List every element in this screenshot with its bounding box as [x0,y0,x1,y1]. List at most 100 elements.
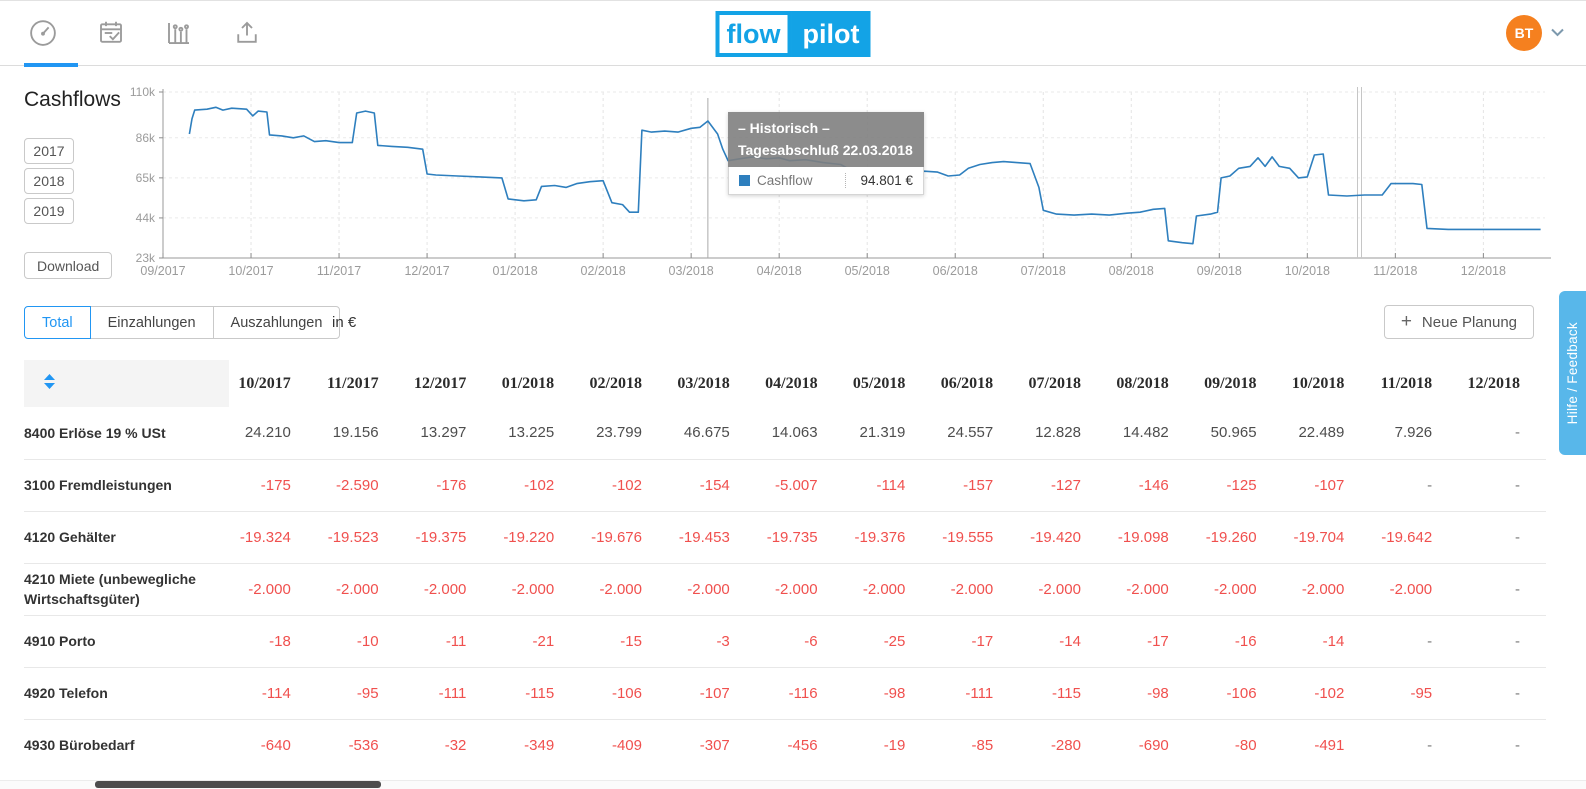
cell-value: -25 [883,632,906,650]
new-plan-button[interactable]: + Neue Planung [1383,305,1534,339]
cell-value: 14.063 [771,424,818,442]
cell-value: -19.260 [1205,528,1257,546]
cell-value: 19.156 [332,424,379,442]
cell-value: -18 [269,632,291,650]
table-tabs: Total Einzahlungen Auszahlungen [24,306,341,339]
unit-label: in € [332,314,357,331]
row-label: 4930 Bürobedarf [24,737,135,754]
cell-value: -14 [1059,632,1081,650]
row-label: 8400 Erlöse 19 % USt [24,424,166,441]
cell-value: -690 [1138,736,1169,754]
column-header: 09/2018 [1204,374,1257,392]
column-header: 06/2018 [940,374,994,392]
cell-value: - [1515,684,1520,702]
help-feedback-tab[interactable]: Hilfe / Feedback [1559,291,1586,455]
cell-value: -16 [1234,632,1257,650]
sort-control[interactable] [24,360,229,407]
cell-value: -307 [699,736,730,754]
cell-value: -3 [716,632,730,650]
svg-text:10/2018: 10/2018 [1285,264,1330,278]
cell-value: -102 [1314,684,1345,702]
horizontal-scrollbar [0,780,1586,789]
year-button-2019[interactable]: 2019 [24,198,74,224]
table-header-row: 10/2017 11/2017 12/2017 01/2018 02/2018 03/20… [24,360,1546,407]
chevron-down-icon[interactable] [1551,24,1564,42]
export-icon[interactable] [230,16,264,50]
cell-value: -2.000 [775,580,818,598]
cell-value: -125 [1226,476,1257,494]
column-header: 10/2018 [1291,374,1345,392]
tooltip-body: Cashflow 94.801 € [728,167,924,196]
active-nav-underline [24,63,78,67]
sort-icon [44,373,55,389]
tab-auszahlungen[interactable]: Auszahlungen [212,306,341,339]
svg-text:65k: 65k [136,171,156,185]
cell-value: -102 [611,476,642,494]
chart-side-panel: Cashflows 2017 2018 2019 Download [24,88,121,279]
cell-value: -19.676 [591,528,642,546]
tab-einzahlungen[interactable]: Einzahlungen [89,306,214,339]
cell-value: 21.319 [859,424,906,442]
cell-value: -456 [787,736,818,754]
column-header: 08/2018 [1116,374,1169,392]
cell-value: - [1427,736,1433,754]
cell-value: -114 [876,476,906,494]
cell-value: -2.000 [687,580,730,598]
cell-value: - [1515,736,1520,754]
svg-text:07/2018: 07/2018 [1021,264,1066,278]
cell-value: -19.642 [1381,528,1433,546]
cell-value: -19.324 [239,528,291,546]
cell-value: -157 [963,476,994,494]
tooltip-title: – Historisch – [738,120,830,136]
cell-value: -2.000 [336,580,379,598]
cell-value: 24.210 [244,424,291,442]
cell-value: -280 [1050,736,1081,754]
avatar[interactable]: BT [1506,15,1542,51]
cell-value: -14 [1322,632,1345,650]
download-button[interactable]: Download [24,252,113,279]
cell-value: -2.000 [950,580,994,598]
chart-section: 09/2017 10/2017 11/2017 12/2017 01/2018 02/20… [0,80,1586,292]
cell-value: -19.220 [503,528,555,546]
tab-total[interactable]: Total [24,306,91,339]
user-menu[interactable]: BT [1506,15,1564,51]
scrollbar-thumb[interactable] [95,781,381,788]
cell-value: -2.000 [1214,580,1257,598]
svg-text:44k: 44k [136,211,156,225]
logo-flow: flow [715,11,792,57]
column-header: 02/2018 [589,374,642,392]
statistics-icon[interactable] [162,16,196,50]
cell-value: -2.000 [248,580,291,598]
cell-value: -10 [356,632,379,650]
year-button-2018[interactable]: 2018 [24,168,74,194]
cell-value: -15 [620,632,642,650]
main-navigation [26,16,264,50]
cell-value: -2.000 [1038,580,1081,598]
dashboard-icon[interactable] [26,16,60,50]
cell-value: 24.557 [947,424,994,442]
svg-text:09/2018: 09/2018 [1197,264,1242,278]
table-row: 8400 Erlöse 19 % USt 24.210 19.156 13.297 13… [24,407,1546,459]
table-row: 4120 Gehälter -19.324 -19.523 -19.375 -19.22… [24,511,1546,563]
svg-text:09/2017: 09/2017 [140,264,185,278]
column-header: 10/2017 [238,374,291,392]
cell-value: -5.007 [775,476,818,494]
cell-value: 14.482 [1122,424,1169,442]
tooltip-date: Tagesabschluß 22.03.2018 [738,141,913,158]
cell-value: - [1427,632,1433,650]
calendar-icon[interactable] [94,16,128,50]
page-title: Cashflows [24,88,121,111]
chart-tooltip: – Historisch – Tagesabschluß 22.03.2018 … [728,112,924,196]
cell-value: -2.000 [862,580,906,598]
svg-text:04/2018: 04/2018 [757,264,802,278]
cell-value: -19.098 [1117,528,1169,546]
cashflow-table: 10/2017 11/2017 12/2017 01/2018 02/2018 03/20… [24,360,1546,771]
year-button-2017[interactable]: 2017 [24,138,74,164]
cell-value: -85 [971,736,994,754]
svg-text:10/2017: 10/2017 [228,264,273,278]
tooltip-value: 94.801 € [845,173,913,189]
tooltip-header: – Historisch – Tagesabschluß 22.03.2018 [728,112,924,168]
cell-value: 22.489 [1298,424,1345,442]
svg-text:12/2018: 12/2018 [1461,264,1506,278]
cell-value: 46.675 [683,424,730,442]
